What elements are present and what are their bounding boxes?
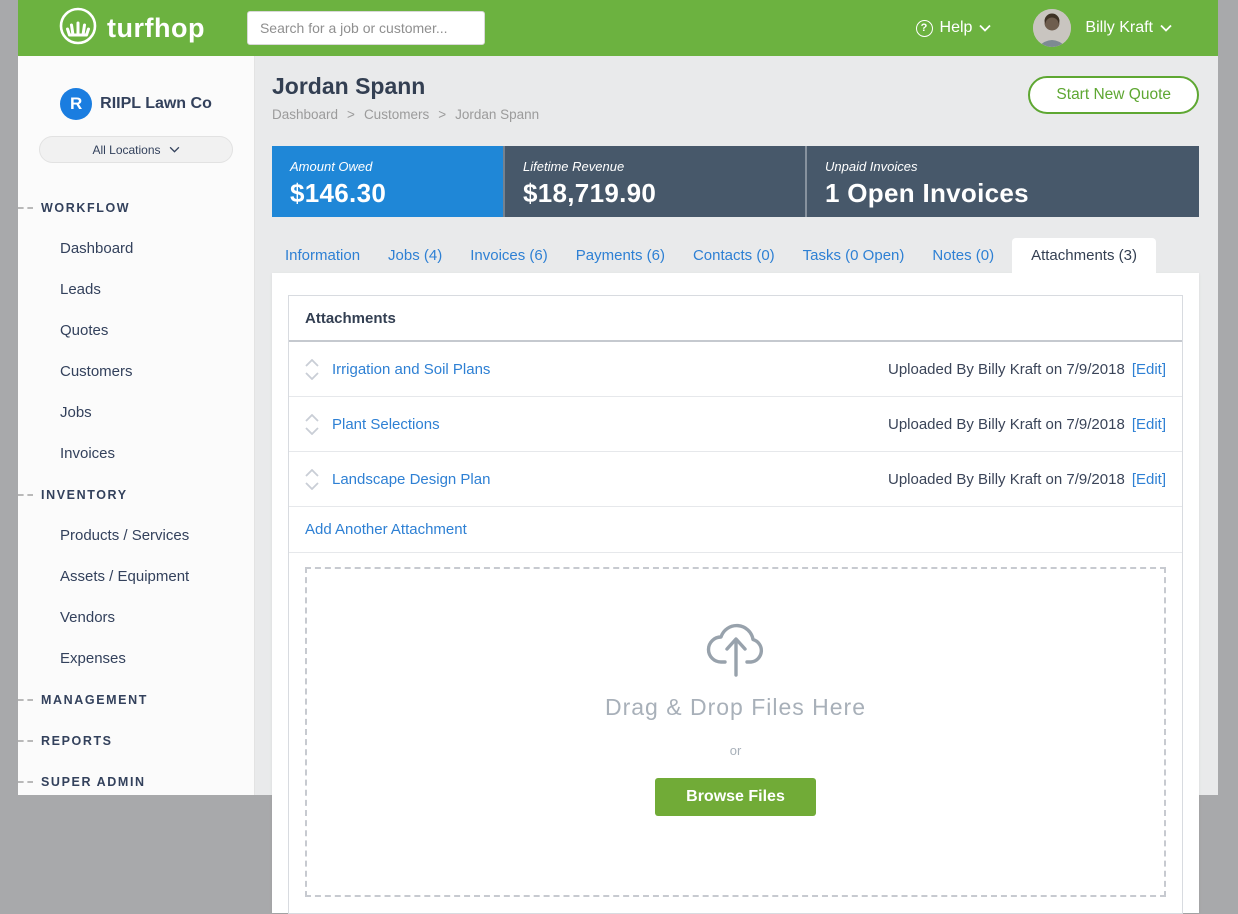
breadcrumb-separator: > <box>347 107 355 122</box>
file-dropzone[interactable]: Drag & Drop Files Here or Browse Files <box>305 567 1166 897</box>
chevron-down-icon <box>1160 24 1172 32</box>
help-label: Help <box>939 19 973 36</box>
sidebar-nav: WORKFLOW Dashboard Leads Quotes Customer… <box>18 187 254 802</box>
attachment-row: Landscape Design Plan Uploaded By Billy … <box>289 452 1182 507</box>
app-window: turfhop ? Help Billy Kraft <box>18 0 1218 914</box>
add-another-attachment-link[interactable]: Add Another Attachment <box>305 521 467 538</box>
customer-tabs: Information Jobs (4) Invoices (6) Paymen… <box>272 238 1199 273</box>
chevron-down-icon[interactable] <box>305 371 319 380</box>
stat-lifetime-revenue: Lifetime Revenue $18,719.90 <box>503 146 805 217</box>
start-new-quote-button[interactable]: Start New Quote <box>1028 76 1199 114</box>
sidebar-item-vendors[interactable]: Vendors <box>60 609 116 626</box>
page-title: Jordan Spann <box>272 73 426 99</box>
browse-files-button[interactable]: Browse Files <box>655 778 816 816</box>
sidebar-section-workflow: WORKFLOW <box>18 187 254 228</box>
search-input[interactable] <box>246 11 485 45</box>
sidebar-item-invoices[interactable]: Invoices <box>60 445 116 462</box>
help-icon: ? <box>915 19 933 37</box>
sidebar-item-customers[interactable]: Customers <box>60 363 133 380</box>
company-row: R RIIPL Lawn Co <box>18 56 254 120</box>
section-dash-icon <box>18 206 33 209</box>
sidebar: R RIIPL Lawn Co All Locations WORKFLOW D… <box>18 56 255 795</box>
breadcrumb-separator: > <box>438 107 447 122</box>
user-menu[interactable]: Billy Kraft <box>1085 19 1172 37</box>
breadcrumb-current: Jordan Spann <box>455 107 540 122</box>
main-content: Jordan Spann Dashboard > Customers > Jor… <box>255 56 1218 914</box>
tab-payments[interactable]: Payments (6) <box>575 247 665 264</box>
attachment-link[interactable]: Landscape Design Plan <box>332 470 491 488</box>
company-logo: R <box>60 88 93 120</box>
dropzone-title: Drag & Drop Files Here <box>604 694 867 720</box>
attachments-box: Attachments Irrigation and Soil Plans Up… <box>288 295 1183 914</box>
sidebar-item-expenses[interactable]: Expenses <box>60 650 126 667</box>
breadcrumb-customers[interactable]: Customers <box>363 107 430 122</box>
attachment-edit-link[interactable]: [Edit] <box>1131 415 1166 433</box>
chevron-down-icon <box>169 146 179 153</box>
tab-information[interactable]: Information <box>285 247 361 264</box>
user-avatar[interactable] <box>1033 9 1072 47</box>
breadcrumb: Dashboard > Customers > Jordan Spann <box>272 107 1199 122</box>
section-dash-icon <box>18 493 33 496</box>
chevron-up-icon[interactable] <box>305 358 319 367</box>
sidebar-section-management[interactable]: MANAGEMENT <box>18 679 254 720</box>
attachments-panel: Attachments Irrigation and Soil Plans Up… <box>272 273 1199 914</box>
attachment-uploaded-info: Uploaded By Billy Kraft on 7/9/2018 <box>887 360 1125 378</box>
reorder-handle[interactable] <box>305 358 319 380</box>
brand-name: turfhop <box>107 12 205 43</box>
customer-stats-bar: Amount Owed $146.30 Lifetime Revenue $18… <box>272 146 1199 217</box>
sidebar-section-super-admin[interactable]: SUPER ADMIN <box>18 761 254 802</box>
chevron-down-icon[interactable] <box>305 481 319 490</box>
company-name: RIIPL Lawn Co <box>100 95 212 112</box>
location-selector-label: All Locations <box>92 142 161 157</box>
help-menu[interactable]: ? Help <box>915 19 992 37</box>
topbar-right: ? Help Billy Kraft <box>915 9 1172 47</box>
sidebar-item-products-services[interactable]: Products / Services <box>60 527 190 544</box>
stat-amount-owed: Amount Owed $146.30 <box>272 146 503 217</box>
section-dash-icon <box>18 739 33 742</box>
sidebar-item-assets-equipment[interactable]: Assets / Equipment <box>60 568 190 585</box>
location-selector[interactable]: All Locations <box>39 136 233 163</box>
attachment-link[interactable]: Plant Selections <box>332 415 440 433</box>
sidebar-item-dashboard[interactable]: Dashboard <box>60 240 134 257</box>
tab-attachments[interactable]: Attachments (3) <box>1012 238 1156 273</box>
tab-invoices[interactable]: Invoices (6) <box>470 247 548 264</box>
reorder-handle[interactable] <box>305 413 319 435</box>
attachment-edit-link[interactable]: [Edit] <box>1131 470 1166 488</box>
reorder-handle[interactable] <box>305 468 319 490</box>
sidebar-item-jobs[interactable]: Jobs <box>60 404 92 421</box>
chevron-up-icon[interactable] <box>305 468 319 477</box>
section-dash-icon <box>18 780 33 783</box>
top-header-bar: turfhop ? Help Billy Kraft <box>18 0 1218 56</box>
attachment-uploaded-info: Uploaded By Billy Kraft on 7/9/2018 <box>887 415 1125 433</box>
sidebar-item-quotes[interactable]: Quotes <box>60 322 109 339</box>
stat-unpaid-invoices: Unpaid Invoices 1 Open Invoices <box>805 146 1199 217</box>
tab-notes[interactable]: Notes (0) <box>932 247 995 264</box>
tab-contacts[interactable]: Contacts (0) <box>692 247 775 264</box>
chevron-down-icon[interactable] <box>305 426 319 435</box>
tab-jobs[interactable]: Jobs (4) <box>388 247 443 264</box>
dropzone-or-label: or <box>729 743 742 758</box>
attachment-edit-link[interactable]: [Edit] <box>1131 360 1166 378</box>
attachment-link[interactable]: Irrigation and Soil Plans <box>332 360 491 378</box>
sidebar-section-inventory: INVENTORY <box>18 474 254 515</box>
sidebar-item-leads[interactable]: Leads <box>60 281 101 298</box>
attachment-row: Plant Selections Uploaded By Billy Kraft… <box>289 397 1182 452</box>
chevron-down-icon <box>979 24 992 32</box>
user-name: Billy Kraft <box>1085 19 1153 36</box>
attachment-uploaded-info: Uploaded By Billy Kraft on 7/9/2018 <box>887 470 1125 488</box>
turfhop-grass-icon <box>58 6 98 51</box>
turfhop-logo[interactable]: turfhop <box>58 6 205 51</box>
attachment-row: Irrigation and Soil Plans Uploaded By Bi… <box>289 342 1182 397</box>
sidebar-section-reports[interactable]: REPORTS <box>18 720 254 761</box>
section-dash-icon <box>18 698 33 701</box>
add-attachment-row: Add Another Attachment <box>289 507 1182 553</box>
tab-tasks[interactable]: Tasks (0 Open) <box>802 247 905 264</box>
cloud-upload-icon <box>695 615 777 682</box>
chevron-up-icon[interactable] <box>305 413 319 422</box>
breadcrumb-dashboard[interactable]: Dashboard <box>272 107 339 122</box>
attachments-box-title: Attachments <box>289 296 1182 342</box>
